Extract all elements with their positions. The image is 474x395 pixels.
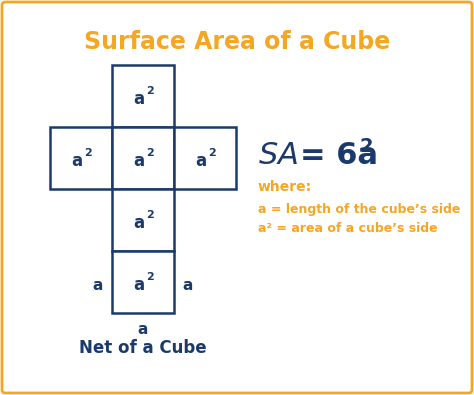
Text: a: a <box>134 152 145 170</box>
Text: = 6a: = 6a <box>300 141 378 169</box>
Text: a: a <box>72 152 82 170</box>
Text: 2: 2 <box>208 148 216 158</box>
Text: 2: 2 <box>146 148 154 158</box>
Bar <box>112 251 174 313</box>
Text: where:: where: <box>258 180 312 194</box>
Text: a² = area of a cube’s side: a² = area of a cube’s side <box>258 222 438 235</box>
Text: Surface Area of a Cube: Surface Area of a Cube <box>84 30 390 54</box>
Bar <box>112 189 174 251</box>
Text: 2: 2 <box>360 137 374 156</box>
Text: 2: 2 <box>146 210 154 220</box>
Bar <box>50 127 112 189</box>
Text: a: a <box>134 276 145 294</box>
Text: $\mathit{SA}$: $\mathit{SA}$ <box>258 141 298 169</box>
Bar <box>112 65 174 127</box>
Text: a: a <box>183 278 193 293</box>
Text: a = length of the cube’s side: a = length of the cube’s side <box>258 203 460 216</box>
Text: 2: 2 <box>146 86 154 96</box>
Text: 2: 2 <box>84 148 92 158</box>
Text: 2: 2 <box>146 272 154 282</box>
Text: a: a <box>195 152 207 170</box>
Text: a: a <box>134 90 145 108</box>
Bar <box>112 127 174 189</box>
Bar <box>174 127 236 189</box>
Text: Net of a Cube: Net of a Cube <box>79 339 207 357</box>
Text: a: a <box>138 322 148 337</box>
Text: a: a <box>134 214 145 232</box>
Text: a: a <box>93 278 103 293</box>
